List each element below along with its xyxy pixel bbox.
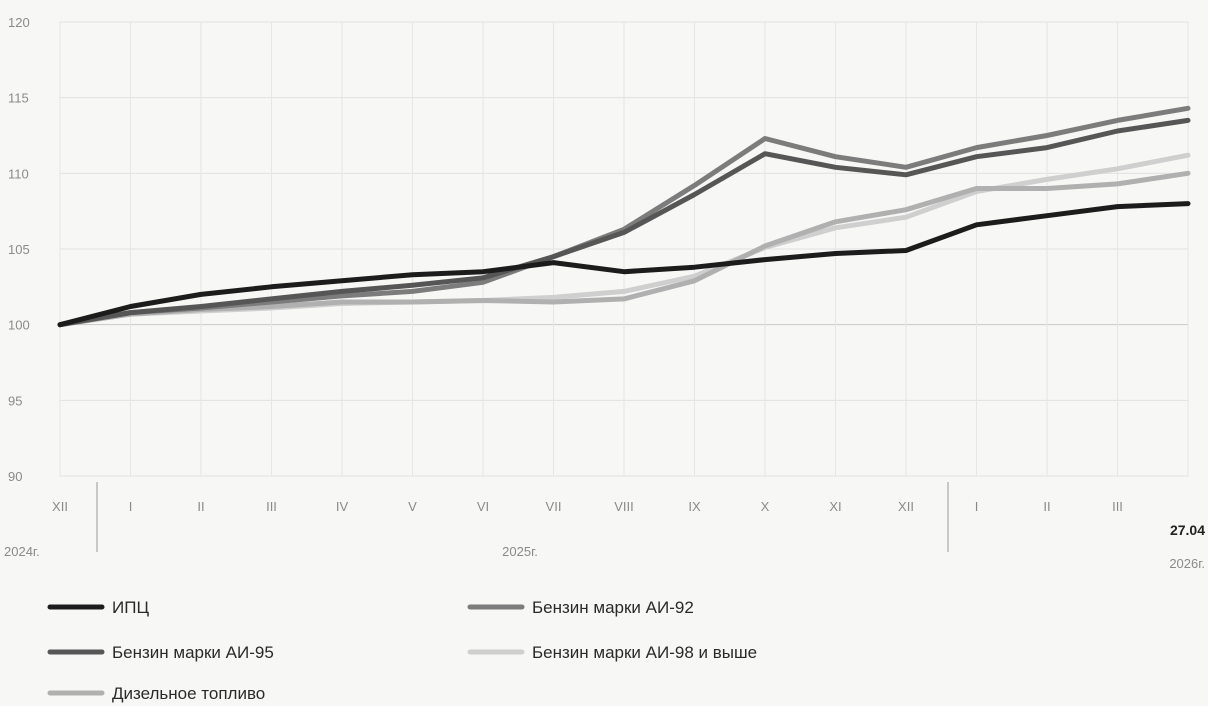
x-tick-label: II — [197, 499, 204, 514]
series-line-1 — [57, 105, 1191, 328]
x-tick-label: VII — [546, 499, 562, 514]
y-tick-label: 95 — [8, 393, 22, 408]
x-tick-label: XI — [829, 499, 841, 514]
series-line-2 — [57, 117, 1191, 328]
y-tick-label: 90 — [8, 469, 22, 484]
x-tick-label: VI — [477, 499, 489, 514]
year-label: 2024г. — [4, 544, 40, 559]
x-tick-label: X — [761, 499, 770, 514]
legend-label: Бензин марки АИ-92 — [532, 598, 694, 617]
x-tick-label: V — [408, 499, 417, 514]
legend-label: Дизельное топливо — [112, 684, 265, 703]
x-tick-label: IV — [336, 499, 349, 514]
legend-label: ИПЦ — [112, 598, 149, 617]
x-tick-label: I — [129, 499, 133, 514]
series-line-0 — [57, 201, 1191, 328]
x-tick-label: III — [266, 499, 277, 514]
y-tick-label: 110 — [8, 166, 29, 181]
legend-label: Бензин марки АИ-95 — [112, 643, 274, 662]
y-tick-label: 100 — [8, 318, 30, 333]
chart-grid — [59, 21, 1189, 477]
y-tick-label: 105 — [8, 242, 30, 257]
x-tick-label: I — [975, 499, 979, 514]
legend-label: Бензин марки АИ-98 и выше — [532, 643, 757, 662]
chart-series — [57, 105, 1191, 328]
x-tick-label: IX — [688, 499, 701, 514]
x-tick-label: 27.04 — [1170, 522, 1205, 538]
year-label: 2026г. — [1169, 556, 1205, 571]
chart-legend: ИПЦ Бензин марки АИ-92 Бензин марки АИ-95 Б… — [47, 598, 757, 703]
x-tick-label: VIII — [614, 499, 634, 514]
x-tick-label: III — [1112, 499, 1123, 514]
y-tick-label: 120 — [8, 15, 30, 30]
x-tick-label: II — [1043, 499, 1050, 514]
y-tick-label: 115 — [8, 91, 29, 106]
year-label: 2025г. — [502, 544, 538, 559]
series-line-4 — [57, 170, 1191, 328]
x-tick-label: XII — [898, 499, 914, 514]
x-tick-label: XII — [52, 499, 68, 514]
